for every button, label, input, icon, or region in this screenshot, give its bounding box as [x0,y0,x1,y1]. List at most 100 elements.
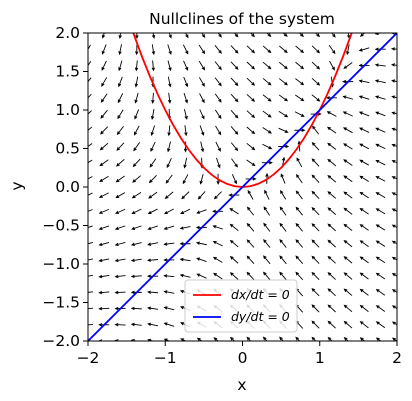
vector-arrow [183,92,188,104]
vector-arrow [279,45,288,54]
vector-arrow [279,206,287,216]
vector-arrow [358,95,370,100]
vector-arrow [278,61,288,70]
vector-arrow [246,94,256,102]
vector-arrow [391,127,397,131]
x-tick-label: 0 [238,349,248,367]
vector-arrow [229,336,236,341]
vector-arrow [135,33,139,40]
vector-arrow [117,93,124,104]
vector-arrow [115,175,125,183]
vector-arrow [132,158,141,168]
vector-arrow [100,109,108,119]
vector-arrow [98,242,110,247]
y-tick-label: 2.0 [55,24,80,42]
vector-arrow [315,33,321,38]
vector-arrow [182,174,189,185]
vector-arrow [391,176,397,180]
vector-arrow [327,191,337,199]
vector-arrow [183,60,189,71]
vector-arrow [391,95,397,99]
vector-arrow [375,321,386,329]
vector-arrow [118,76,123,88]
vector-arrow [311,304,320,313]
vector-arrow [88,77,92,83]
x-tick-label: −2 [77,349,100,367]
vector-arrow [375,192,386,198]
vector-arrow [134,92,139,104]
vector-arrow [196,209,207,214]
vector-arrow [199,109,205,120]
vector-arrow [99,142,109,151]
vector-arrow [88,110,92,115]
vector-arrow [147,338,155,341]
vector-arrow [88,225,93,228]
vector-arrow [200,141,205,153]
vector-arrow [296,157,303,168]
vector-arrow [118,60,123,72]
vector-arrow [233,33,239,38]
vector-arrow [311,320,320,329]
vector-arrow [375,337,382,341]
vector-arrow [195,241,207,246]
vector-arrow [147,306,159,310]
vector-arrow [183,109,188,120]
vector-arrow [263,206,271,216]
vector-arrow [391,143,397,148]
vector-arrow [163,322,175,327]
chart-title: Nullclines of the system [149,10,335,28]
vector-arrow [147,225,158,230]
vector-arrow [390,33,397,35]
y-tick-label: −0.5 [42,217,80,235]
vector-arrow [327,336,333,341]
vector-arrow [130,338,140,341]
vector-arrow [329,60,335,71]
vector-arrow [196,273,207,279]
vector-arrow [311,206,320,216]
vector-arrow [266,33,272,38]
vector-arrow [295,78,305,86]
vector-arrow [131,192,142,199]
vector-arrow [246,159,256,167]
vector-arrow [375,288,386,296]
vector-arrow [230,142,239,152]
vector-arrow [342,95,354,100]
vector-arrow [198,77,205,87]
vector-arrow [88,274,94,277]
vector-arrow [131,225,142,230]
vector-arrow [391,305,397,310]
vector-arrow [179,257,191,262]
vector-arrow [391,256,397,261]
y-tick-label: 1.0 [55,101,80,119]
vector-arrow [165,174,173,184]
vector-arrow [115,192,126,199]
vector-arrow [279,271,287,281]
vector-arrow [327,142,337,150]
vector-arrow [168,33,172,39]
vector-arrow [229,208,239,215]
vector-arrow [327,126,337,134]
vector-arrow [130,322,142,327]
vector-arrow [311,288,320,297]
x-axis-label: x [237,376,246,394]
vector-arrow [263,239,271,248]
vector-arrow [331,33,336,38]
vector-arrow [88,242,93,245]
vector-arrow [327,272,336,280]
vector-arrow [88,192,93,196]
vector-arrow [246,142,256,151]
vector-arrow [148,191,158,199]
vector-arrow [326,111,337,117]
vector-arrow [114,322,126,327]
vector-arrow [246,126,256,135]
legend: dx/dt = 0 dy/dt = 0 [184,279,298,333]
vector-arrow [359,337,366,341]
vector-arrow [215,141,221,152]
vector-arrow [183,157,188,169]
vector-arrow [375,111,386,117]
vector-arrow [199,125,205,136]
vector-arrow [213,337,219,341]
vector-arrow [247,189,254,200]
y-tick-label: −2.0 [42,332,80,350]
